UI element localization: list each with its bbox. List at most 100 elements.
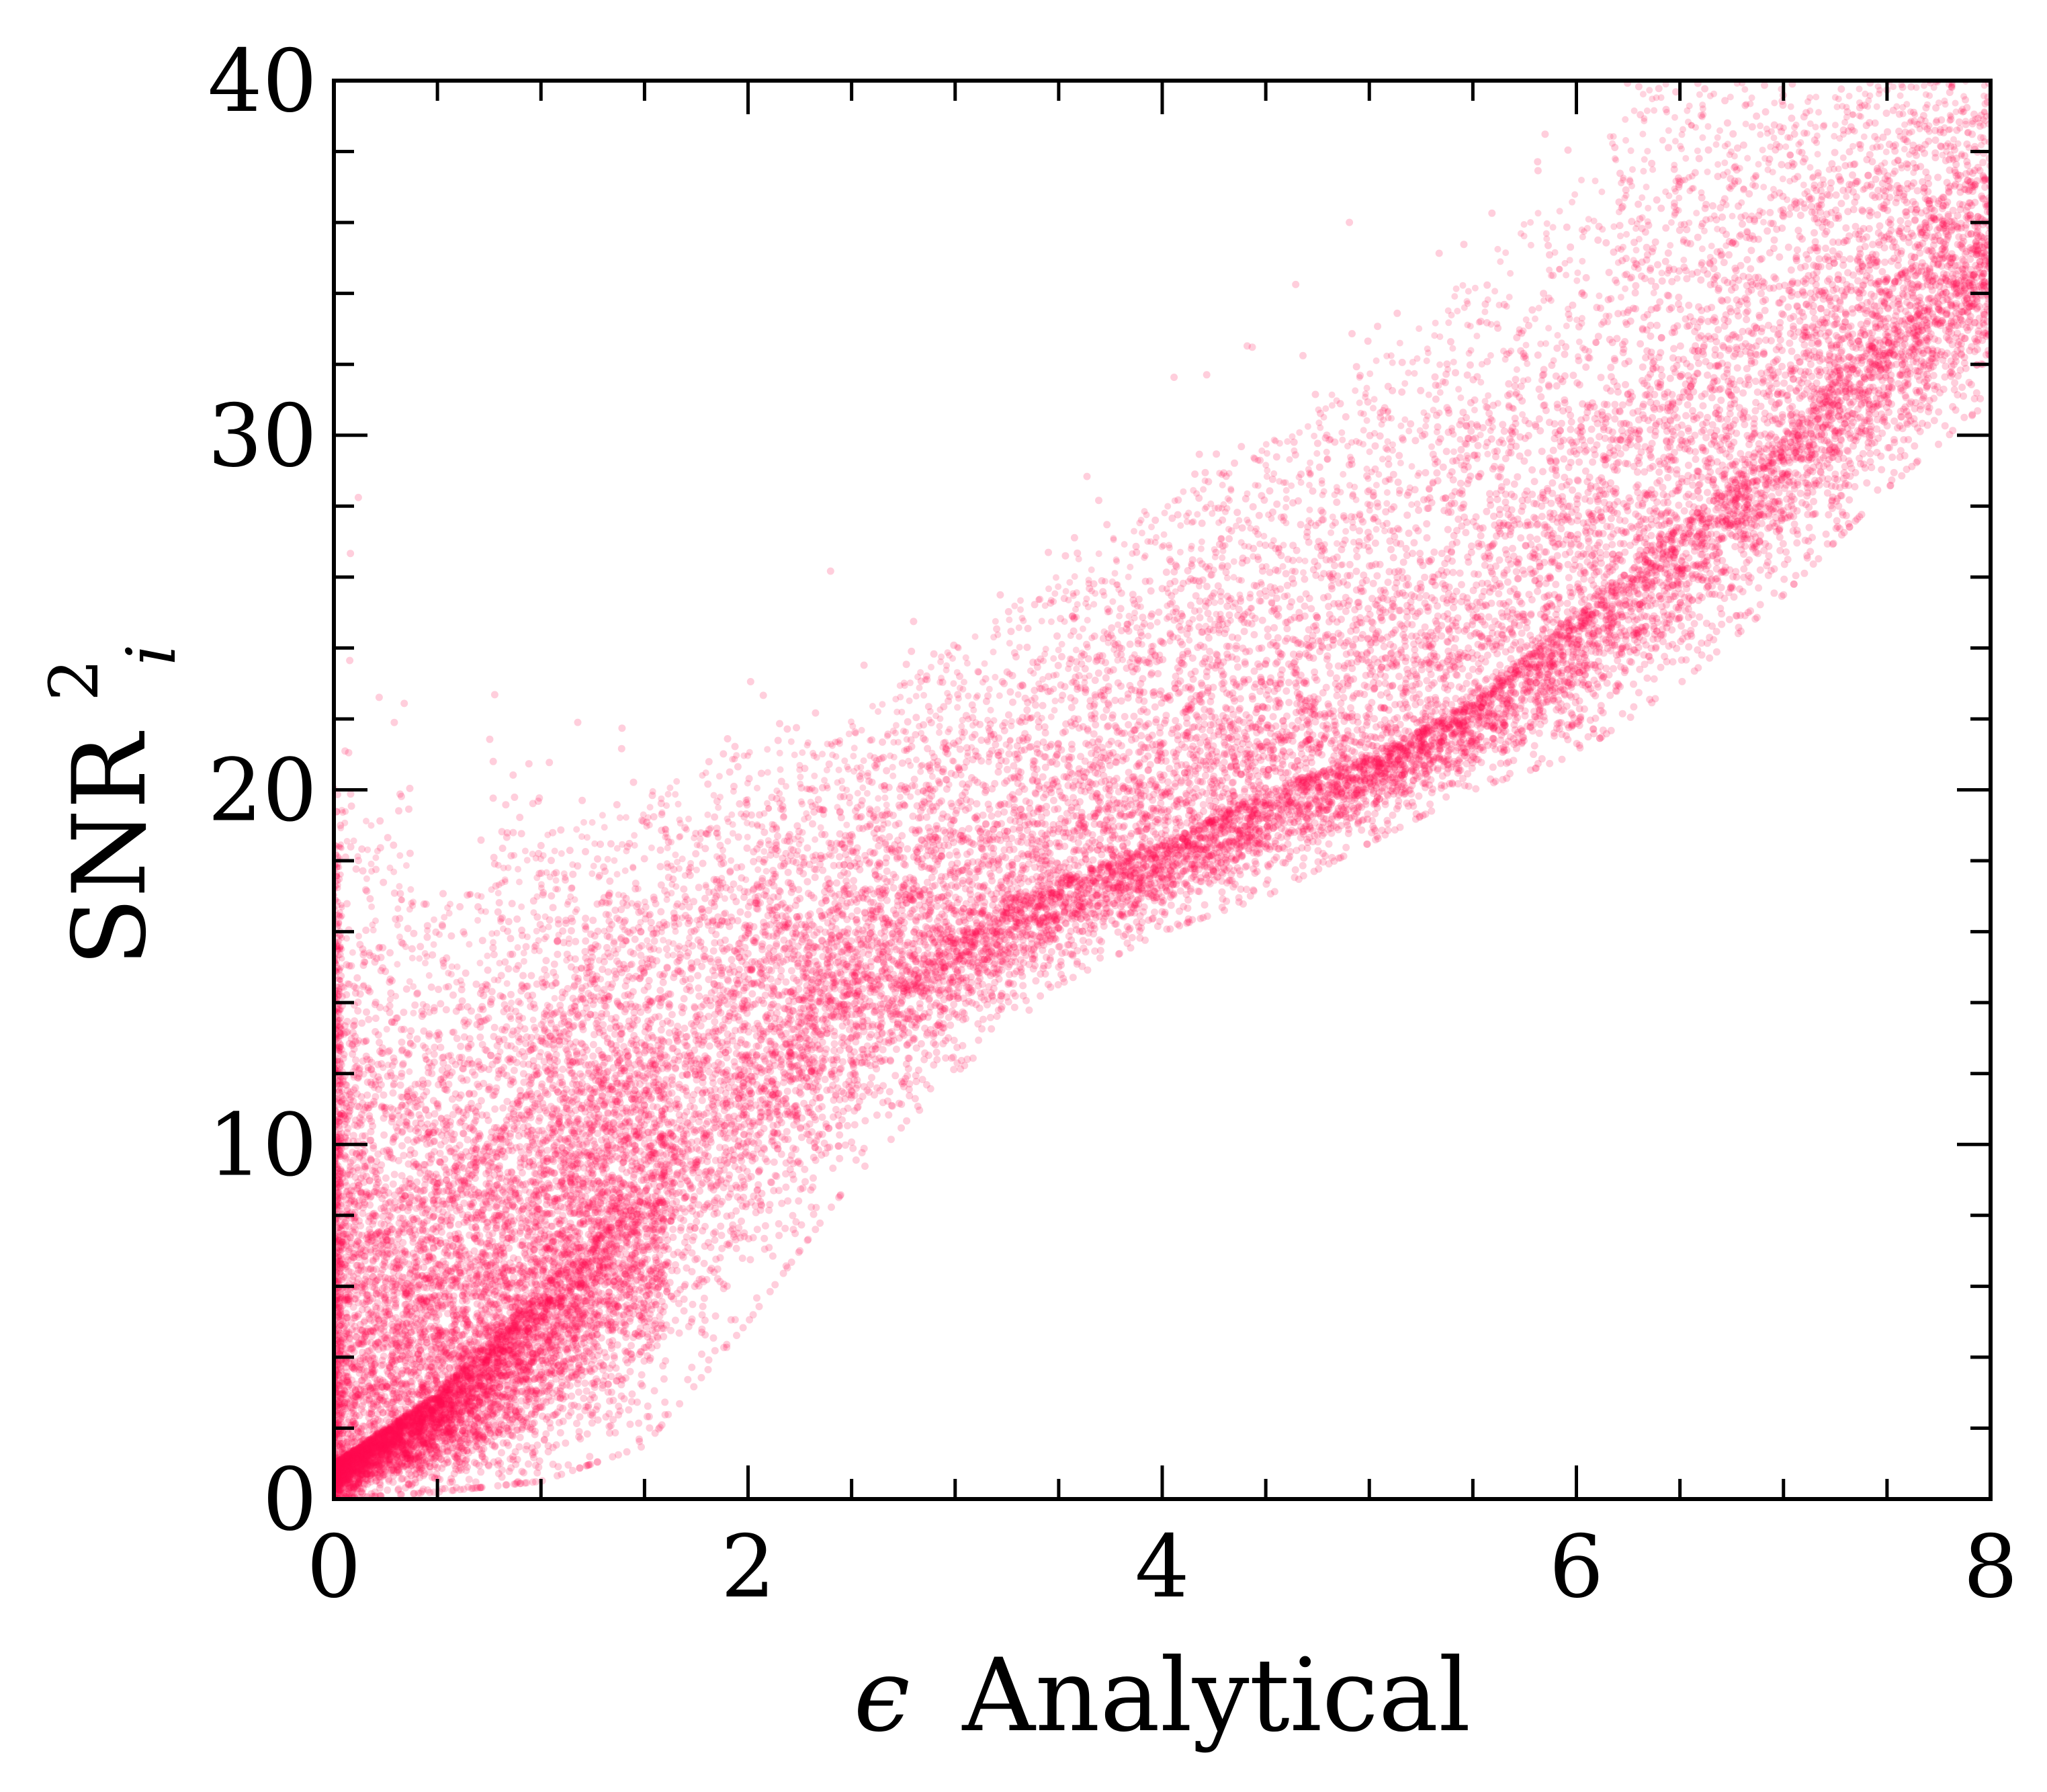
scatter-point — [1064, 817, 1072, 825]
scatter-point — [1191, 470, 1199, 478]
scatter-point — [350, 1447, 358, 1455]
scatter-point — [1912, 336, 1920, 344]
scatter-point — [1628, 578, 1636, 586]
scatter-point — [623, 1291, 631, 1299]
scatter-point — [607, 1388, 615, 1396]
scatter-point — [1440, 571, 1448, 579]
scatter-point — [1839, 382, 1847, 390]
scatter-point — [656, 986, 664, 994]
scatter-point — [1283, 634, 1291, 642]
scatter-point — [479, 1250, 487, 1258]
scatter-point — [1466, 361, 1474, 369]
scatter-point — [878, 1008, 886, 1016]
scatter-point — [1202, 822, 1210, 830]
scatter-point — [1505, 403, 1513, 411]
scatter-point — [493, 1400, 501, 1408]
scatter-point — [463, 1390, 471, 1398]
scatter-point — [889, 812, 897, 819]
scatter-point — [534, 1205, 542, 1213]
scatter-point — [1394, 478, 1402, 486]
scatter-point — [655, 1013, 663, 1021]
scatter-point — [1282, 687, 1291, 695]
scatter-point — [429, 1226, 437, 1234]
scatter-point — [1053, 632, 1061, 640]
scatter-point — [336, 1482, 344, 1490]
scatter-point — [1332, 728, 1340, 736]
scatter-point — [1675, 294, 1683, 301]
scatter-point — [1041, 729, 1049, 737]
scatter-point — [423, 933, 431, 941]
scatter-point — [1545, 382, 1553, 390]
scatter-point — [508, 1031, 516, 1039]
scatter-point — [484, 1144, 492, 1152]
scatter-point — [495, 1351, 503, 1359]
scatter-point — [838, 1022, 846, 1030]
scatter-point — [533, 1349, 541, 1357]
scatter-point — [709, 1334, 717, 1342]
scatter-point — [1431, 581, 1439, 589]
scatter-point — [1121, 713, 1129, 720]
scatter-point — [531, 1233, 539, 1241]
scatter-point — [1739, 389, 1747, 397]
scatter-point — [1757, 531, 1764, 539]
scatter-point — [1602, 239, 1610, 247]
scatter-point — [1431, 656, 1439, 664]
scatter-point — [902, 660, 910, 669]
scatter-point — [860, 661, 868, 669]
scatter-point — [668, 1011, 676, 1019]
scatter-point — [776, 720, 783, 728]
scatter-point — [403, 1440, 411, 1447]
scatter-point — [1477, 632, 1485, 640]
scatter-point — [360, 1408, 368, 1416]
scatter-point — [511, 1235, 519, 1243]
scatter-point — [410, 929, 418, 937]
scatter-point — [1651, 238, 1659, 246]
scatter-point — [1411, 437, 1420, 445]
scatter-point — [953, 981, 961, 989]
scatter-point — [412, 1469, 421, 1478]
scatter-point — [695, 1156, 703, 1164]
scatter-point — [1460, 241, 1468, 249]
scatter-point — [745, 775, 753, 783]
scatter-point — [1103, 521, 1111, 529]
scatter-point — [1800, 569, 1809, 577]
scatter-point — [1489, 465, 1497, 473]
scatter-point — [1366, 640, 1375, 648]
scatter-point — [394, 1422, 402, 1431]
scatter-point — [423, 1391, 431, 1399]
scatter-point — [1205, 634, 1213, 642]
scatter-point — [1463, 371, 1471, 379]
scatter-point — [802, 923, 810, 931]
scatter-point — [910, 928, 918, 936]
scatter-point — [1967, 230, 1975, 238]
scatter-point — [816, 925, 824, 933]
scatter-point — [1139, 613, 1147, 622]
scatter-point — [777, 927, 785, 935]
scatter-point — [386, 949, 394, 957]
scatter-point — [1710, 515, 1718, 523]
scatter-point — [525, 1308, 533, 1316]
scatter-point — [1020, 914, 1027, 923]
scatter-point — [1284, 679, 1293, 687]
scatter-point — [769, 893, 777, 901]
scatter-point — [404, 1416, 412, 1423]
scatter-point — [552, 1322, 560, 1330]
scatter-point — [723, 1343, 731, 1351]
scatter-point — [1401, 770, 1409, 778]
scatter-point — [1015, 736, 1023, 744]
scatter-point — [836, 1154, 844, 1162]
scatter-point — [1592, 692, 1600, 699]
scatter-point — [398, 1142, 406, 1150]
scatter-point — [505, 918, 513, 926]
scatter-point — [1448, 780, 1456, 788]
scatter-point — [510, 1358, 518, 1365]
scatter-point — [1092, 810, 1100, 818]
scatter-point — [576, 1435, 584, 1443]
scatter-point — [402, 1409, 410, 1417]
scatter-point — [801, 1178, 809, 1186]
scatter-point — [372, 1239, 380, 1246]
scatter-point — [583, 964, 591, 972]
scatter-point — [1647, 578, 1655, 586]
scatter-point — [1725, 615, 1733, 624]
